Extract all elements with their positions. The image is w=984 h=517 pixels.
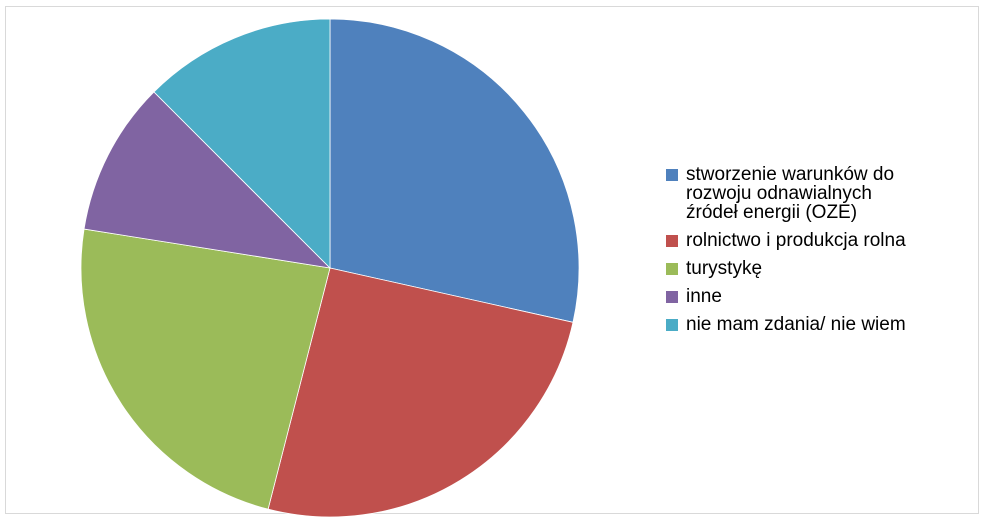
legend-item-nie-wiem: nie mam zdania/ nie wiem <box>666 315 976 334</box>
chart-legend: stworzenie warunków do rozwoju odnawialn… <box>666 165 976 343</box>
legend-item-oze: stworzenie warunków do rozwoju odnawialn… <box>666 165 976 222</box>
legend-label-oze-line2: rozwoju odnawialnych <box>686 183 872 204</box>
pie-slices <box>80 18 580 517</box>
legend-item-inne: inne <box>666 287 976 306</box>
legend-label-inne: inne <box>686 286 722 307</box>
legend-label-oze-line1: stworzenie warunków do <box>686 164 895 185</box>
legend-swatch-oze <box>666 169 678 181</box>
legend-label-nie-wiem: nie mam zdania/ nie wiem <box>686 314 906 335</box>
legend-swatch-nie-wiem <box>666 319 678 331</box>
legend-label-oze-line3: źródeł energii (OZE) <box>686 202 858 223</box>
legend-label-rolnictwo: rolnictwo i produkcja rolna <box>686 230 906 251</box>
slice-turystyka <box>80 228 331 510</box>
legend-item-rolnictwo: rolnictwo i produkcja rolna <box>666 231 976 250</box>
slice-oze <box>329 18 580 323</box>
slice-inne <box>83 91 332 269</box>
legend-swatch-rolnictwo <box>666 235 678 247</box>
legend-label-turystyka: turystykę <box>686 258 763 279</box>
legend-item-turystyka: turystykę <box>666 259 976 278</box>
slice-nie-wiem <box>153 18 331 269</box>
legend-swatch-turystyka <box>666 263 678 275</box>
legend-swatch-inne <box>666 291 678 303</box>
